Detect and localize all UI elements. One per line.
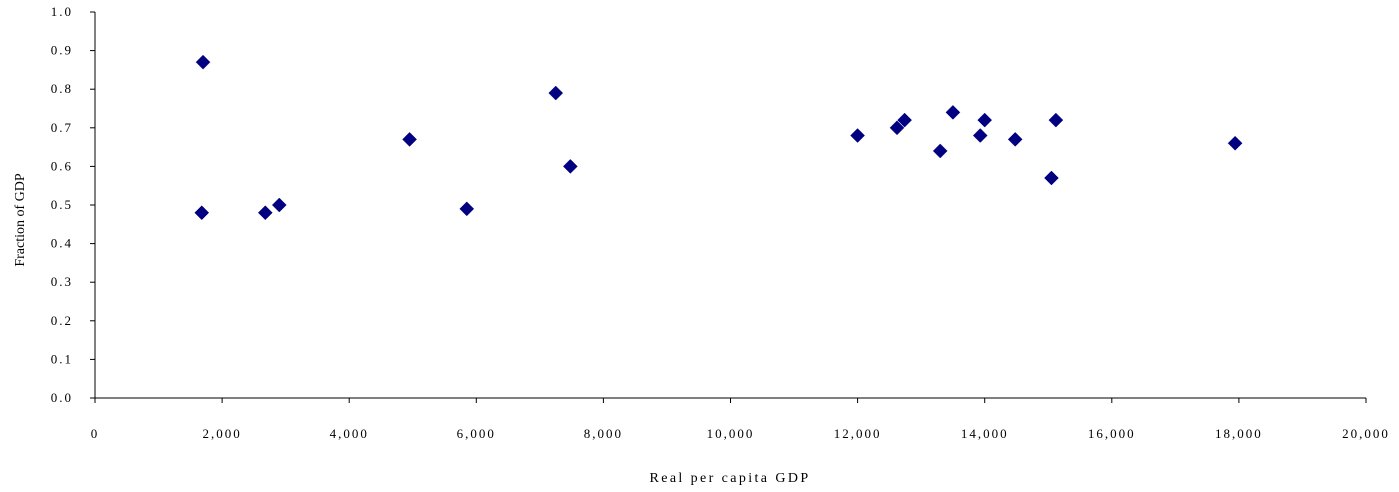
data-point: [563, 159, 578, 174]
data-point: [271, 197, 287, 213]
x-tick-label: 14,000: [961, 426, 1009, 441]
x-axis-ticks: 0 2,000 4,000 6,000 8,000 10,000 12,000 14,000 1…: [91, 398, 1390, 441]
data-point: [889, 120, 905, 136]
x-tick-label: 2,000: [202, 426, 241, 441]
y-tick-label: 0.0: [51, 390, 73, 405]
data-point: [1227, 135, 1243, 151]
x-axis-title: Real per capita GDP: [649, 471, 810, 486]
data-point: [1048, 112, 1064, 128]
x-tick-label: 20,000: [1342, 426, 1390, 441]
data-point: [459, 201, 475, 217]
data-point: [195, 54, 211, 70]
y-tick-label: 0.7: [51, 120, 73, 135]
y-tick-label: 0.1: [51, 351, 73, 366]
x-tick-label: 0: [91, 426, 100, 441]
y-axis-title: Fraction of GDP: [13, 173, 28, 267]
data-point: [945, 105, 961, 120]
x-tick-label: 16,000: [1088, 426, 1136, 441]
y-tick-label: 0.5: [51, 197, 73, 212]
y-axis-ticks: 0.0 0.1 0.2 0.3 0.4 0.5 0.6 0.7 0.8 0.9 1.0: [51, 4, 95, 405]
data-point: [972, 128, 988, 143]
data-point: [402, 132, 417, 147]
x-tick-label: 10,000: [707, 426, 755, 441]
data-point: [977, 112, 993, 128]
data-point: [850, 128, 865, 143]
data-point: [897, 112, 912, 128]
y-tick-label: 0.2: [51, 313, 73, 328]
data-point: [548, 85, 564, 101]
data-point: [1044, 170, 1059, 186]
y-tick-label: 1.0: [51, 4, 73, 19]
data-point: [932, 143, 948, 159]
y-tick-label: 0.9: [51, 43, 73, 58]
y-tick-label: 0.4: [51, 236, 73, 251]
x-tick-label: 12,000: [834, 426, 882, 441]
x-tick-label: 18,000: [1215, 426, 1263, 441]
data-point: [1007, 132, 1023, 147]
y-tick-label: 0.6: [51, 158, 73, 173]
x-tick-label: 4,000: [330, 426, 369, 441]
y-tick-label: 0.3: [51, 274, 73, 289]
x-tick-label: 6,000: [457, 426, 496, 441]
data-point: [194, 205, 210, 221]
data-point: [257, 205, 273, 221]
y-tick-label: 0.8: [51, 81, 73, 96]
data-points: [194, 54, 1243, 221]
x-tick-label: 8,000: [584, 426, 623, 441]
